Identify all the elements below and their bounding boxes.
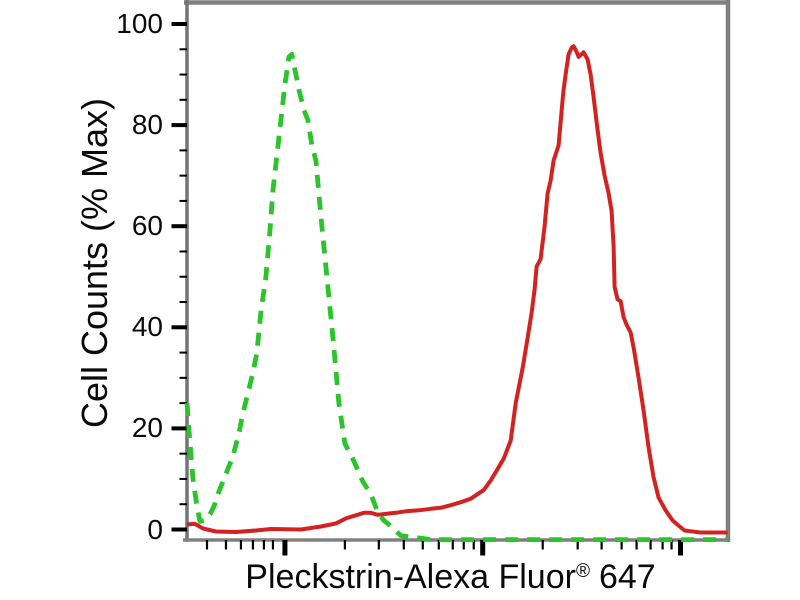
registered-trademark-icon: ® (575, 560, 590, 582)
red-solid-curve (186, 44, 728, 535)
y-axis-tick-label: 60 (131, 210, 163, 242)
y-axis-tick-label: 80 (131, 109, 163, 141)
y-axis-tick-label: 40 (131, 311, 163, 343)
x-axis-title-main: Pleckstrin-Alexa Fluor (245, 558, 576, 596)
y-axis-title: Cell Counts (% Max) (74, 97, 115, 429)
x-axis-title: Pleckstrin-Alexa Fluor® 647 (180, 558, 721, 597)
y-axis-tick-label: 0 (147, 513, 163, 545)
x-axis-title-suffix: 647 (598, 558, 656, 596)
y-axis-tick-label: 20 (131, 412, 163, 444)
green-dashed-curve (184, 51, 728, 542)
y-axis-tick-label: 100 (116, 8, 163, 39)
